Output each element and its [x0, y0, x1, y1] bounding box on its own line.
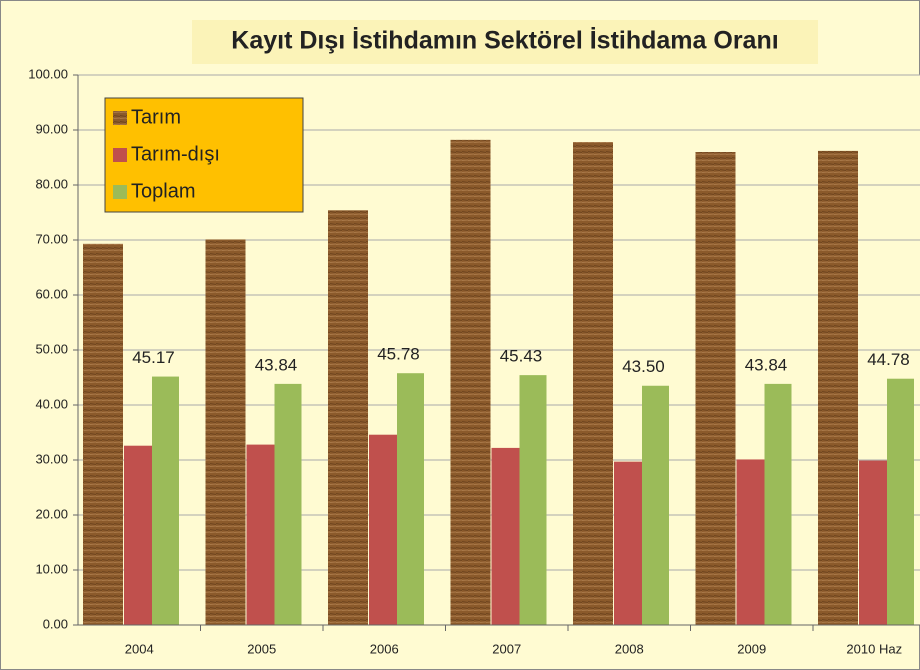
value-label: 43.84: [745, 355, 788, 374]
bar: [491, 447, 520, 625]
value-label: 45.78: [377, 345, 420, 364]
legend-box: [104, 97, 304, 213]
legend-swatch: [113, 148, 127, 162]
bar-texture: [328, 210, 368, 626]
y-tick-label: 0.00: [43, 616, 68, 631]
bar: [642, 385, 669, 625]
y-tick-label: 90.00: [35, 121, 68, 136]
x-tick-label: 2004: [125, 641, 154, 656]
legend-label: Tarım: [131, 106, 181, 128]
bar: [397, 373, 424, 625]
x-tick-label: 2010 Haz: [846, 641, 902, 656]
bar-texture: [573, 142, 613, 625]
value-label: 45.17: [132, 348, 175, 367]
value-label: 43.50: [622, 357, 665, 376]
y-tick-label: 80.00: [35, 176, 68, 191]
bar: [246, 444, 275, 625]
y-tick-label: 20.00: [35, 506, 68, 521]
bar: [859, 460, 887, 625]
legend-swatch: [113, 185, 127, 199]
bar-texture: [205, 239, 246, 625]
bar-texture: [695, 152, 736, 625]
y-tick-label: 30.00: [35, 451, 68, 466]
y-tick-label: 70.00: [35, 231, 68, 246]
legend-label: Tarım-dışı: [131, 143, 220, 165]
bar: [736, 459, 765, 625]
value-label: 43.84: [255, 355, 298, 374]
chart-title: Kayıt Dışı İstihdamın Sektörel İstihdama…: [231, 27, 778, 55]
x-tick-label: 2008: [615, 641, 644, 656]
bar-texture: [450, 139, 491, 625]
y-tick-label: 50.00: [35, 341, 68, 356]
y-tick-label: 100.00: [28, 66, 68, 81]
x-tick-label: 2005: [247, 641, 276, 656]
bar: [519, 375, 547, 625]
y-tick-label: 40.00: [35, 396, 68, 411]
x-tick-label: 2007: [492, 641, 521, 656]
bar: [152, 376, 179, 625]
x-tick-label: 2006: [370, 641, 399, 656]
value-label: 44.78: [867, 350, 910, 369]
bar-texture: [83, 243, 123, 625]
bar: [124, 445, 152, 625]
legend-label: Toplam: [131, 180, 195, 202]
x-tick-label: 2009: [737, 641, 766, 656]
bar: [369, 434, 397, 625]
bar-texture: [818, 150, 858, 625]
value-label: 45.43: [500, 347, 543, 366]
legend-swatch-texture: [113, 111, 127, 125]
bar: [887, 378, 914, 625]
bar: [614, 461, 642, 625]
bar: [764, 383, 792, 625]
bar: [274, 383, 302, 625]
title-box: [192, 20, 818, 64]
y-tick-label: 10.00: [35, 561, 68, 576]
y-tick-label: 60.00: [35, 286, 68, 301]
